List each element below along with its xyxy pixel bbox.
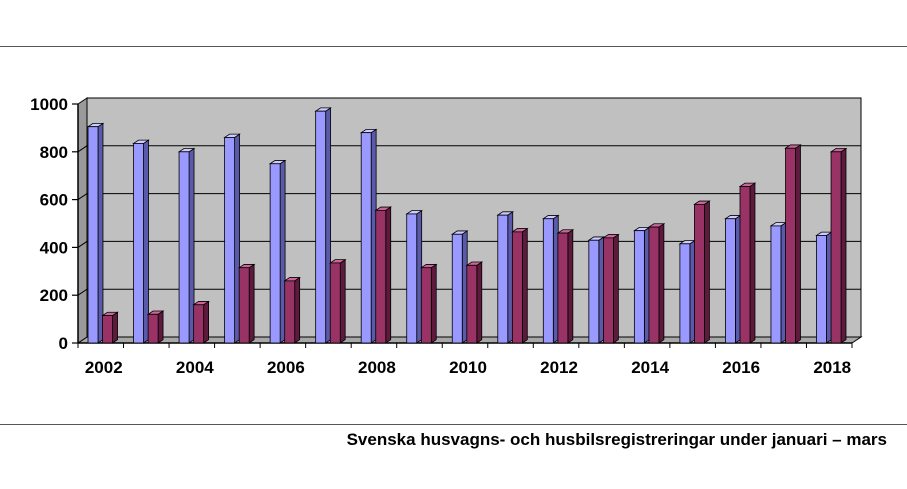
bar-2010-s1 [451, 233, 463, 344]
x-tick-label: 2016 [722, 358, 760, 377]
bar-2006-s2 [284, 280, 296, 344]
bar-2010-s2 [466, 264, 478, 344]
bar-2009-s1 [406, 213, 418, 344]
top-rule [0, 46, 907, 47]
bar-2002-s2-side [112, 311, 118, 344]
bar-2010-s2-side [476, 261, 483, 344]
bar-2005-s2-side [248, 263, 255, 344]
bar-2012-s2 [557, 232, 569, 344]
bar-2011-s2 [511, 231, 523, 344]
bar-2016-s1 [725, 218, 736, 344]
bar-2013-s2 [603, 237, 614, 344]
bar-2007-s2-side [339, 258, 346, 344]
bar-2018-s2 [830, 151, 842, 344]
bar-2011-s1 [497, 214, 509, 344]
bar-2012-s1 [542, 218, 554, 344]
bar-2006-s2-side [294, 276, 301, 344]
x-tick-label: 2004 [176, 358, 214, 377]
bar-2016-s2 [739, 186, 751, 344]
y-tick-label: 1000 [30, 95, 68, 114]
bar-2005-s2 [238, 267, 250, 344]
bar-2003-s2 [147, 313, 159, 344]
bar-2003-s1-side [143, 139, 149, 344]
bar-2003-s1 [133, 143, 144, 344]
x-tick-label: 2018 [813, 358, 851, 377]
bar-2013-s1 [588, 239, 600, 344]
bar-2017-s2 [785, 147, 796, 344]
bar-2002-s1 [87, 126, 99, 344]
bar-2011-s2-side [521, 227, 528, 344]
y-tick-label: 0 [59, 334, 68, 353]
chart-caption: Svenska husvagns- och husbilsregistrerin… [346, 430, 887, 449]
bar-2018-s2-side [840, 147, 847, 344]
bar-2004-s2-side [203, 300, 209, 344]
bar-2014-s1 [633, 230, 645, 344]
bar-2015-s2-side [704, 200, 710, 344]
bar-2005-s1 [224, 137, 236, 344]
y-tick-label: 200 [40, 286, 68, 305]
bar-2004-s1 [178, 151, 190, 344]
bar-2015-s2 [694, 203, 705, 344]
gridline [77, 145, 861, 153]
y-tick-label: 600 [40, 191, 68, 210]
bottom-rule [0, 424, 907, 425]
bar-2002-s2 [102, 315, 113, 344]
x-tick-label: 2006 [267, 358, 305, 377]
bar-2014-s2 [648, 226, 660, 344]
bar-2009-s2-side [430, 263, 437, 344]
bar-2015-s1 [679, 243, 691, 344]
bar-2013-s2-side [613, 233, 619, 344]
plot-left-wall [77, 97, 88, 344]
bar-2016-s2-side [749, 182, 756, 344]
bar-2018-s1 [816, 235, 827, 344]
bar-2008-s2-side [385, 206, 392, 344]
bar-2006-s1 [269, 163, 281, 344]
bar-2014-s2-side [658, 223, 665, 344]
bar-2008-s1 [360, 132, 372, 344]
x-tick-label: 2012 [540, 358, 578, 377]
x-tick-label: 2010 [449, 358, 487, 377]
y-tick-label: 800 [40, 143, 68, 162]
bar-2012-s2-side [567, 229, 574, 344]
bar-2003-s2-side [157, 310, 164, 344]
x-tick-label: 2014 [631, 358, 669, 377]
bar-2002-s1-side [97, 122, 104, 344]
x-tick-label: 2002 [85, 358, 123, 377]
bar-2004-s2 [193, 304, 205, 344]
bar-2007-s2 [329, 262, 341, 344]
y-tick-label: 400 [40, 238, 68, 257]
x-tick-label: 2008 [358, 358, 396, 377]
bar-2008-s2 [375, 209, 387, 344]
bar-2009-s2 [420, 267, 432, 344]
bar-chart: 0 200 400 600 800 1000 2002 2004 2006 2008 2010 201… [30, 95, 863, 377]
bar-2017-s2-side [795, 144, 801, 344]
bar-2017-s1 [770, 225, 782, 344]
bar-2007-s1 [315, 110, 327, 344]
gridline [77, 193, 861, 201]
